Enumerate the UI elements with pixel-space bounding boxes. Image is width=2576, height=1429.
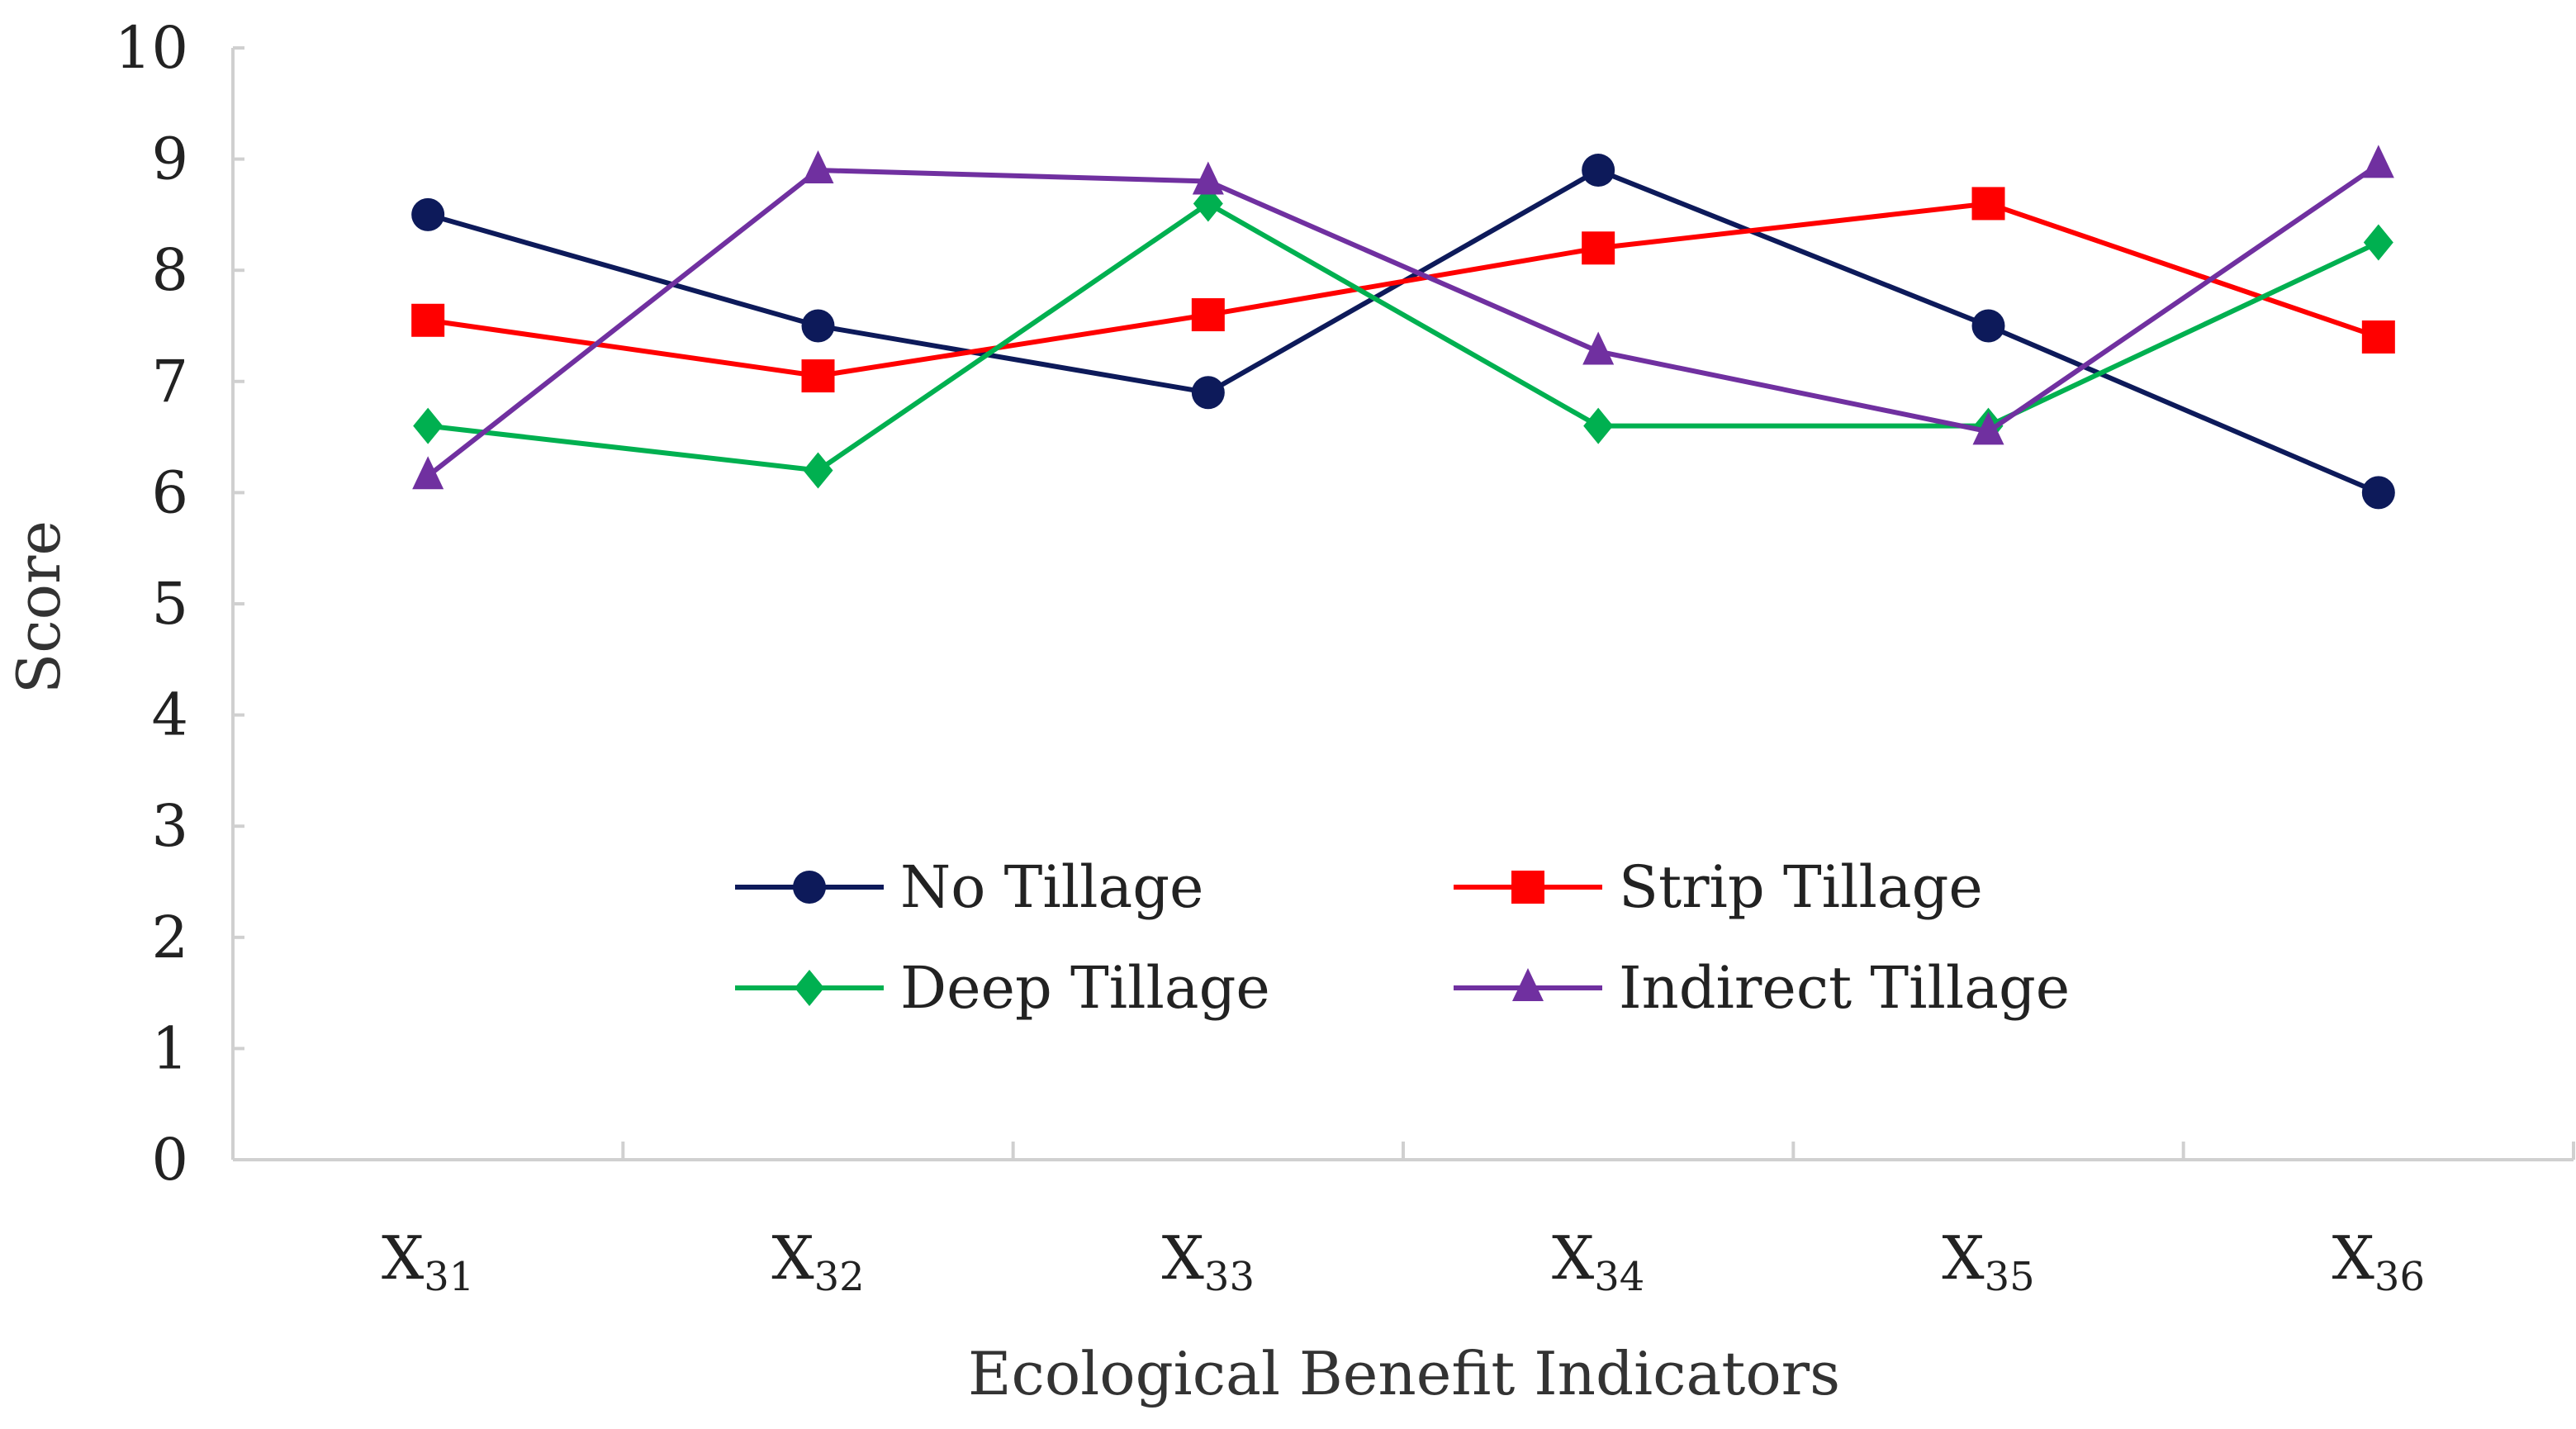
x-tick-label: X36 (2332, 1223, 2425, 1300)
circle-marker (2361, 476, 2395, 510)
square-marker (1971, 187, 2005, 221)
series-group (411, 145, 2395, 510)
x-tick-label: X31 (382, 1223, 474, 1300)
x-axis-label: Ecological Benefit Indicators (968, 1339, 1840, 1408)
square-marker (411, 303, 445, 337)
legend-label: Strip Tillage (1619, 853, 1983, 921)
triangle-marker (802, 150, 834, 184)
square-marker (1191, 298, 1225, 332)
circle-marker (1582, 154, 1615, 188)
x-tick-label: X32 (771, 1223, 864, 1300)
triangle-marker (1582, 331, 1615, 365)
y-tick-label: 5 (151, 570, 188, 638)
legend-item: Strip Tillage (1454, 853, 1983, 921)
series-line (427, 200, 2380, 473)
series-line (427, 201, 2379, 379)
legend-label: Deep Tillage (900, 954, 1270, 1022)
triangle-marker (1972, 411, 2004, 445)
triangle-marker (412, 456, 444, 490)
square-marker (1511, 871, 1544, 904)
legend-label: No Tillage (900, 853, 1203, 921)
x-tick-label: X34 (1552, 1223, 1644, 1300)
circle-marker (801, 309, 835, 343)
legend-item: Indirect Tillage (1454, 954, 2070, 1022)
triangle-marker (1512, 968, 1544, 1001)
x-tick-labels: X31 X32 X33 X34 X35 X36 (382, 1223, 2425, 1300)
y-tick-label: 7 (151, 348, 188, 415)
diamond-marker (795, 970, 824, 1006)
series-line (427, 167, 2380, 496)
y-tick-label: 8 (151, 236, 188, 304)
y-tick-label: 1 (151, 1014, 188, 1082)
y-tick-label: 10 (115, 14, 188, 82)
triangle-marker (2362, 145, 2394, 178)
legend: No Tillage Strip Tillage Deep Tillage Indir… (735, 853, 2070, 1022)
diamond-marker (1583, 407, 1614, 444)
y-axis-label: Score (4, 520, 74, 694)
y-tick-label: 3 (151, 792, 188, 860)
circle-marker (793, 871, 826, 904)
square-marker (2361, 320, 2395, 354)
diamond-marker (2363, 224, 2393, 261)
legend-item: No Tillage (735, 853, 1203, 921)
diamond-marker (803, 452, 833, 489)
axes (231, 46, 2575, 1161)
diamond-marker (413, 407, 444, 444)
y-tick-label: 4 (151, 681, 188, 749)
x-tick-label: X33 (1162, 1223, 1255, 1300)
circle-marker (1971, 309, 2005, 343)
series-deep-tillage (413, 185, 2393, 489)
x-tick-label: X35 (1942, 1223, 2034, 1300)
square-marker (801, 359, 835, 393)
series-indirect-tillage (412, 145, 2394, 490)
legend-label: Indirect Tillage (1619, 954, 2070, 1022)
circle-marker (411, 197, 445, 231)
y-tick-label: 2 (151, 904, 188, 971)
y-tick-label: 6 (151, 458, 188, 526)
y-tick-label: 0 (151, 1126, 188, 1194)
circle-marker (1191, 376, 1225, 410)
triangle-marker (1192, 161, 1224, 195)
series-strip-tillage (411, 187, 2395, 393)
legend-item: Deep Tillage (735, 954, 1270, 1022)
y-tick-labels: 0 1 2 3 4 5 6 7 8 9 10 (115, 14, 188, 1194)
y-tick-label: 9 (151, 126, 188, 193)
square-marker (1582, 231, 1615, 265)
series-line (426, 162, 2380, 478)
